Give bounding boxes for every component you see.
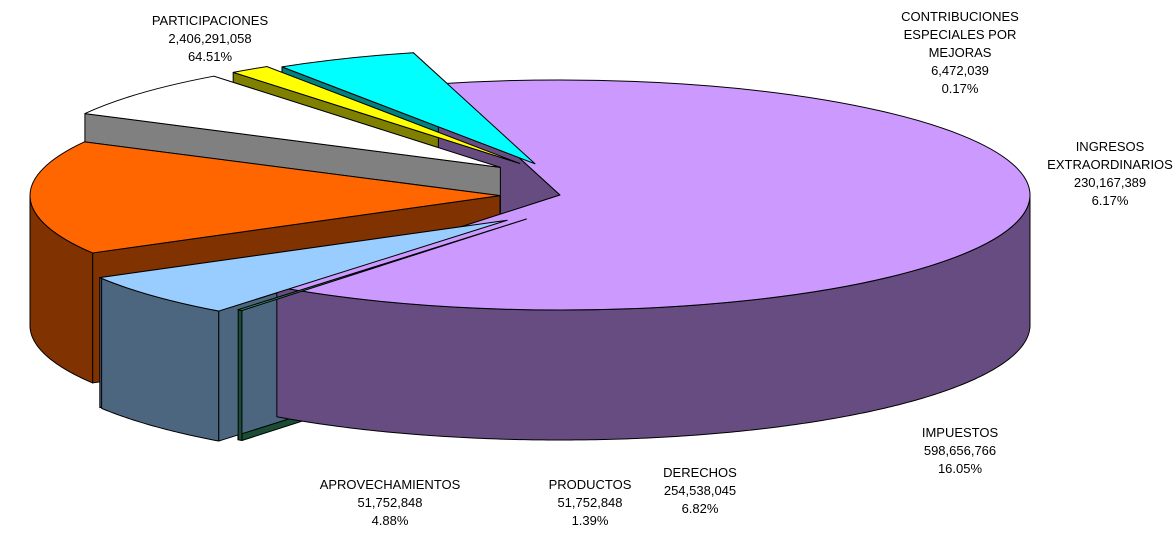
slice-impuestos-top <box>29 141 501 254</box>
slice-value: 230,167,389 <box>1073 175 1147 190</box>
slice-label-derechos: DERECHOS 254,538,045 6.82% <box>620 464 780 518</box>
slice-percent: 4.88% <box>371 513 409 528</box>
slice-derechos-top <box>84 75 501 168</box>
slice-name: APROVECHAMIENTOS <box>319 477 461 492</box>
slice-contribuciones-outer-side <box>237 309 243 442</box>
slice-label-participaciones: PARTICIPACIONES 2,406,291,058 64.51% <box>80 12 340 66</box>
slice-value: 2,406,291,058 <box>168 31 252 46</box>
slice-value: 6,472,039 <box>931 63 989 78</box>
slice-ingresos-top <box>99 219 508 312</box>
pie-tops <box>29 52 1031 312</box>
slice-contribuciones-top <box>237 218 527 312</box>
slice-label-ingresos: INGRESOS EXTRAORDINARIOS 230,167,389 6.1… <box>1040 138 1176 210</box>
slice-percent: 6.82% <box>681 501 719 516</box>
slice-name-line: ESPECIALES POR <box>903 27 1017 42</box>
slice-name-line: EXTRAORDINARIOS <box>1047 157 1173 172</box>
slice-value: 254,538,045 <box>663 483 737 498</box>
slice-name: PRODUCTOS <box>548 477 632 492</box>
slice-label-aprovechamientos: APROVECHAMIENTOS 51,752,848 4.88% <box>300 476 480 530</box>
slice-label-impuestos: IMPUESTOS 598,656,766 16.05% <box>880 424 1040 478</box>
slice-value: 51,752,848 <box>357 495 423 510</box>
slice-value: 598,656,766 <box>923 443 997 458</box>
slice-name-line: CONTRIBUCIONES <box>901 9 1019 24</box>
slice-percent: 0.17% <box>941 81 979 96</box>
slice-name: DERECHOS <box>663 465 737 480</box>
slice-name-line: INGRESOS <box>1075 139 1145 154</box>
slice-value: 51,752,848 <box>557 495 623 510</box>
slice-participaciones-top <box>274 79 1031 311</box>
slice-productos-top <box>232 66 521 164</box>
slice-name: PARTICIPACIONES <box>151 13 269 28</box>
slice-label-contribuciones: CONTRIBUCIONES ESPECIALES POR MEJORAS 6,… <box>870 8 1050 98</box>
slice-percent: 1.39% <box>571 513 609 528</box>
slice-percent: 16.05% <box>937 461 983 476</box>
slice-label-productos: PRODUCTOS 51,752,848 1.39% <box>520 476 660 530</box>
slice-percent: 64.51% <box>187 49 233 64</box>
slice-percent: 6.17% <box>1091 193 1129 208</box>
slice-aprovechamientos-top <box>281 52 536 165</box>
slice-name-line: MEJORAS <box>928 45 992 60</box>
slice-name: IMPUESTOS <box>921 425 999 440</box>
